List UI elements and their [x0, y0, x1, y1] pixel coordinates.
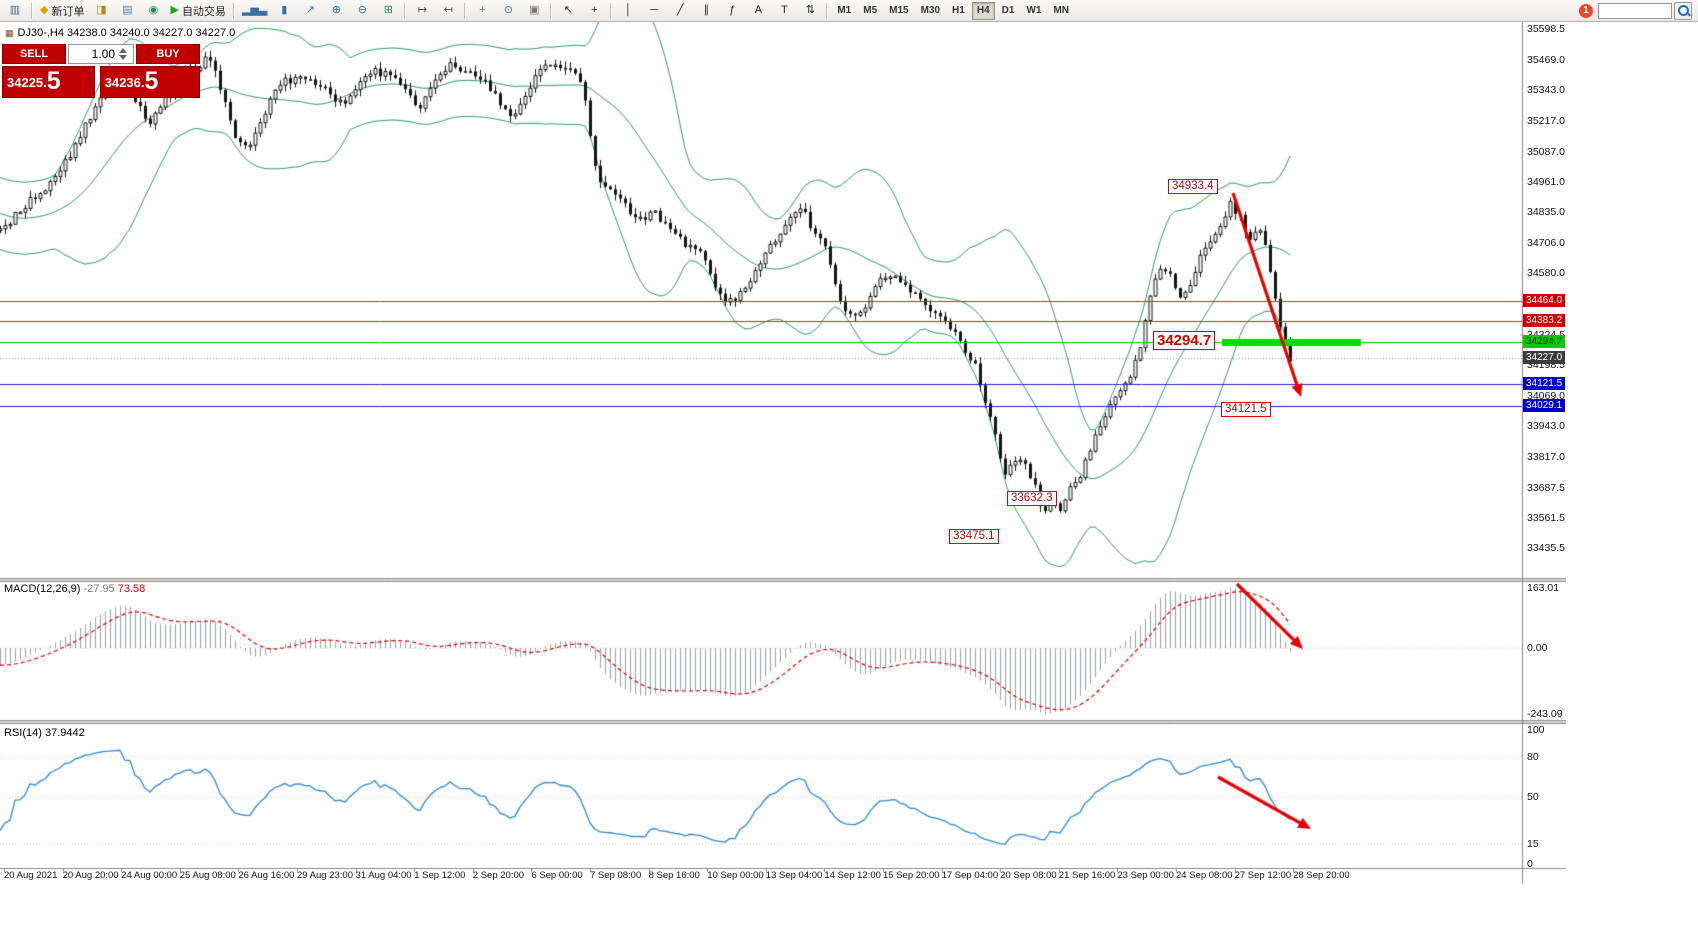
navigator-icon: ◉ — [148, 4, 159, 16]
tile-windows-icon: ⊞ — [383, 4, 393, 16]
fibonacci-icon[interactable]: ƒ — [719, 1, 745, 21]
periods-icon: ⊙ — [503, 4, 513, 16]
search-icon — [1677, 5, 1689, 16]
label-icon[interactable]: T — [771, 1, 797, 21]
trendline-icon[interactable]: ╱ — [667, 1, 693, 21]
timeframe-h1[interactable]: H1 — [952, 5, 965, 16]
arrows-icon: ⇅ — [805, 4, 815, 16]
search-button[interactable] — [1674, 1, 1692, 20]
market-watch-icon[interactable]: ◨ — [88, 1, 114, 21]
cursor-icon[interactable]: ↖ — [555, 1, 581, 21]
trendline-icon: ╱ — [677, 4, 684, 16]
toolbar-separator — [31, 2, 33, 19]
crosshair-icon[interactable]: + — [581, 1, 607, 21]
label-icon: T — [780, 4, 788, 16]
toolbar-items: ▥ ◆ 新订单 ◨ ▤ ◉ ▶ 自动交易 ▂▅▃ ▮ ↗ ⊕ ⊖ ⊞ ↦ ↤ + ⊙ ▣ ↖ + │ ─ ╱ ∥ ƒ A T ⇅ M1 M5… — [2, 0, 1075, 21]
zoom-in-icon[interactable]: ⊕ — [323, 1, 349, 21]
channel-icon: ∥ — [703, 4, 710, 16]
new-chart-icon[interactable]: + — [469, 1, 495, 21]
navigator-icon[interactable]: ◉ — [140, 1, 166, 21]
periods-icon[interactable]: ⊙ — [495, 1, 521, 21]
timeframe-m1[interactable]: M1 — [837, 5, 852, 16]
templates-icon[interactable]: ▣ — [521, 1, 547, 21]
arrows-icon[interactable]: ⇅ — [797, 1, 823, 21]
vertical-line-icon: │ — [624, 4, 632, 16]
chart-shift-icon: ↤ — [443, 4, 453, 16]
toolbar-separator — [404, 2, 407, 19]
timeframe-m30[interactable]: M30 — [920, 5, 941, 16]
bar-chart-icon[interactable]: ▂▅▃ — [238, 1, 271, 21]
bar-chart-icon: ▂▅▃ — [241, 4, 268, 16]
symbol-search — [1598, 1, 1692, 20]
vertical-line-icon[interactable]: │ — [615, 1, 641, 21]
zoom-out-icon[interactable]: ⊖ — [349, 1, 375, 21]
toolbar-separator — [232, 2, 235, 19]
top-toolbar: ▥ ◆ 新订单 ◨ ▤ ◉ ▶ 自动交易 ▂▅▃ ▮ ↗ ⊕ ⊖ ⊞ ↦ ↤ + ⊙ ▣ ↖ + │ ─ ╱ ∥ ƒ A T ⇅ M1 M5… — [0, 0, 1698, 22]
toolbar-separator — [610, 2, 613, 19]
timeframe-mn[interactable]: MN — [1053, 5, 1069, 16]
chart-window-icon: ▥ — [9, 4, 21, 16]
diamond-icon: ◆ — [40, 4, 49, 16]
channel-icon[interactable]: ∥ — [693, 1, 719, 21]
auto-scroll-icon: ↦ — [417, 4, 427, 16]
horizontal-line-icon[interactable]: ─ — [641, 1, 667, 21]
chart-shift-icon[interactable]: ↤ — [435, 1, 461, 21]
toolbar-separator — [550, 2, 553, 19]
new-chart-icon: + — [479, 4, 486, 16]
chart-window-icon[interactable]: ▥ — [2, 1, 28, 21]
auto-scroll-icon[interactable]: ↦ — [409, 1, 435, 21]
search-input[interactable] — [1598, 2, 1672, 19]
templates-icon: ▣ — [529, 4, 540, 16]
fibonacci-icon: ƒ — [729, 4, 736, 16]
new-order-button-label: 新订单 — [51, 5, 85, 18]
toolbar-separator — [826, 2, 829, 19]
market-watch-icon: ◨ — [96, 4, 107, 16]
data-window-icon[interactable]: ▤ — [114, 1, 140, 21]
timeframe-w1[interactable]: W1 — [1026, 5, 1042, 16]
chart-canvas[interactable] — [0, 22, 1566, 884]
tile-windows-icon[interactable]: ⊞ — [375, 1, 401, 21]
zoom-out-icon: ⊖ — [357, 4, 367, 16]
candle-chart-icon: ▮ — [281, 4, 288, 16]
line-chart-icon[interactable]: ↗ — [297, 1, 323, 21]
notification-badge[interactable]: 1 — [1579, 3, 1593, 18]
text-icon[interactable]: A — [745, 1, 771, 21]
text-icon: A — [754, 4, 762, 16]
timeframe-m5[interactable]: M5 — [863, 5, 878, 16]
crosshair-icon: + — [591, 4, 598, 16]
timeframe-h4[interactable]: H4 — [971, 1, 995, 20]
cursor-icon: ↖ — [563, 4, 573, 16]
play-icon: ▶ — [170, 4, 179, 16]
auto-trading-button[interactable]: ▶ 自动交易 — [166, 1, 229, 21]
timeframe-m15[interactable]: M15 — [889, 5, 909, 16]
auto-trading-button-label: 自动交易 — [181, 5, 226, 18]
line-chart-icon: ↗ — [305, 4, 315, 16]
data-window-icon: ▤ — [122, 4, 133, 16]
zoom-in-icon: ⊕ — [331, 4, 341, 16]
horizontal-line-icon: ─ — [650, 4, 659, 16]
candle-chart-icon[interactable]: ▮ — [271, 1, 297, 21]
new-order-button[interactable]: ◆ 新订单 — [36, 1, 88, 21]
toolbar-separator — [464, 2, 467, 19]
timeframe-d1[interactable]: D1 — [1001, 5, 1015, 16]
toolbar-right: 1 — [1579, 1, 1698, 20]
